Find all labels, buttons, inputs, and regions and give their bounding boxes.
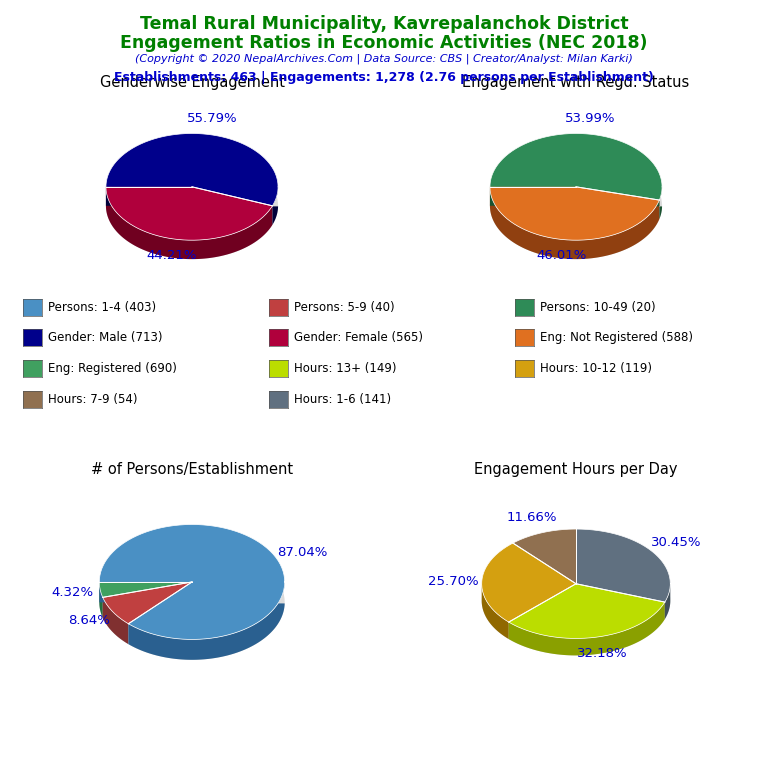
Polygon shape [513,529,576,584]
Polygon shape [103,582,192,624]
Polygon shape [99,545,285,660]
Text: Eng: Not Registered (588): Eng: Not Registered (588) [540,332,693,344]
Text: 55.79%: 55.79% [187,112,237,125]
Polygon shape [490,187,662,219]
Text: Gender: Female (565): Gender: Female (565) [294,332,423,344]
Title: Engagement Hours per Day: Engagement Hours per Day [475,462,677,478]
Text: Temal Rural Municipality, Kavrepalanchok District: Temal Rural Municipality, Kavrepalanchok… [140,15,628,33]
Title: Engagement with Regd. Status: Engagement with Regd. Status [462,74,690,90]
Text: 87.04%: 87.04% [277,546,328,559]
Polygon shape [665,584,670,619]
Text: Persons: 10-49 (20): Persons: 10-49 (20) [540,301,656,313]
Text: Establishments: 463 | Engagements: 1,278 (2.76 persons per Establishment): Establishments: 463 | Engagements: 1,278… [114,71,654,84]
Polygon shape [103,598,128,644]
Polygon shape [490,152,662,259]
Text: (Copyright © 2020 NepalArchives.Com | Data Source: CBS | Creator/Analyst: Milan : (Copyright © 2020 NepalArchives.Com | Da… [135,54,633,65]
Text: 30.45%: 30.45% [651,536,701,549]
Polygon shape [106,134,278,206]
Polygon shape [482,543,576,622]
Polygon shape [508,602,665,655]
Polygon shape [576,529,670,602]
Text: Hours: 13+ (149): Hours: 13+ (149) [294,362,396,375]
Text: 53.99%: 53.99% [564,111,615,124]
Text: Eng: Registered (690): Eng: Registered (690) [48,362,177,375]
Polygon shape [490,187,660,240]
Polygon shape [99,582,285,660]
Polygon shape [106,187,273,259]
Polygon shape [490,187,660,259]
Text: Hours: 1-6 (141): Hours: 1-6 (141) [294,393,391,406]
Polygon shape [99,582,192,598]
Text: Engagement Ratios in Economic Activities (NEC 2018): Engagement Ratios in Economic Activities… [121,34,647,51]
Text: 11.66%: 11.66% [507,511,558,524]
Polygon shape [99,582,103,617]
Text: 8.64%: 8.64% [68,614,110,627]
Polygon shape [106,152,278,259]
Text: Persons: 5-9 (40): Persons: 5-9 (40) [294,301,395,313]
Text: 32.18%: 32.18% [577,647,627,660]
Text: 25.70%: 25.70% [428,575,478,588]
Title: Genderwise Engagement: Genderwise Engagement [100,74,284,90]
Text: 4.32%: 4.32% [51,585,94,598]
Text: Hours: 7-9 (54): Hours: 7-9 (54) [48,393,138,406]
Polygon shape [490,134,662,200]
Text: Gender: Male (713): Gender: Male (713) [48,332,163,344]
Text: Hours: 10-12 (119): Hours: 10-12 (119) [540,362,652,375]
Polygon shape [106,187,278,225]
Polygon shape [106,187,273,240]
Text: 44.21%: 44.21% [147,249,197,262]
Polygon shape [482,584,508,639]
Text: Persons: 1-4 (403): Persons: 1-4 (403) [48,301,157,313]
Text: 46.01%: 46.01% [537,249,588,262]
Polygon shape [99,525,285,640]
Title: # of Persons/Establishment: # of Persons/Establishment [91,462,293,478]
Polygon shape [508,584,665,638]
Polygon shape [482,546,670,655]
